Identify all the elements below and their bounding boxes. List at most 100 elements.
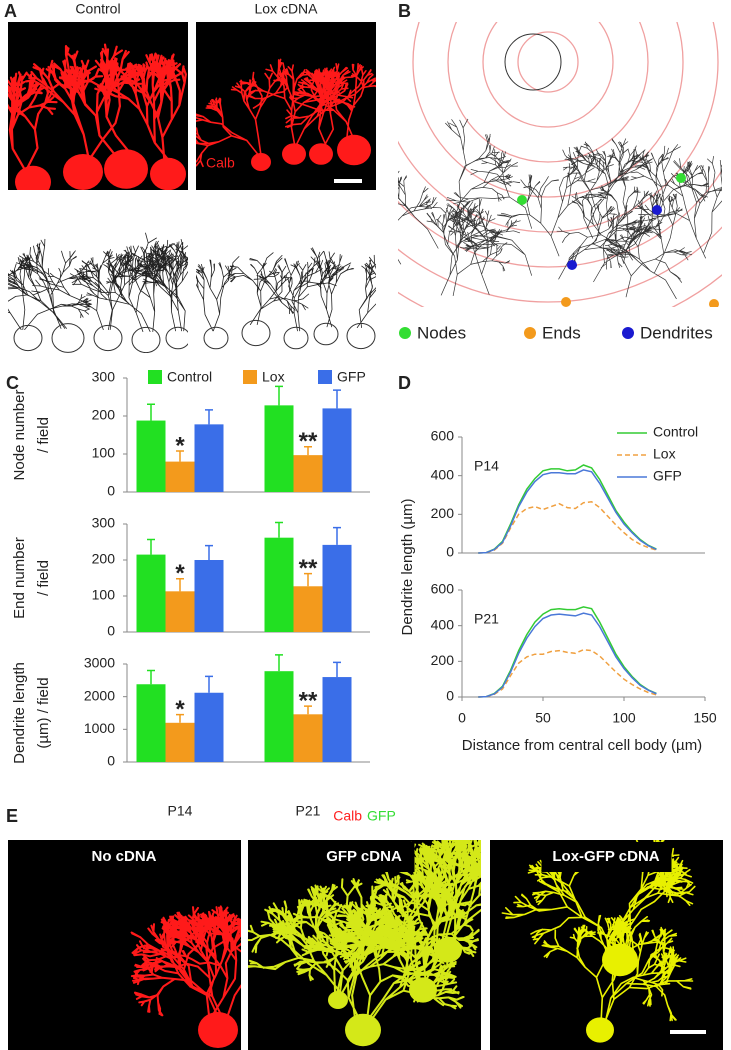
y-axis-label: Dendrite length	[11, 662, 28, 764]
error-bar	[205, 544, 213, 560]
significance: *	[175, 432, 185, 459]
bar	[194, 692, 224, 762]
marker-dot	[652, 205, 662, 215]
bar	[165, 461, 195, 492]
bar	[194, 560, 224, 632]
panel-label: D	[398, 373, 411, 393]
y-tick-label: 2000	[84, 687, 115, 703]
stain-label: GFP	[367, 808, 396, 824]
legend-label: Control	[167, 369, 212, 385]
panel-label: E	[6, 806, 18, 826]
error-bar	[205, 409, 213, 425]
bar	[165, 591, 195, 632]
soma-outline	[504, 33, 562, 91]
y-axis-label: / field	[35, 560, 52, 596]
control-tracing	[8, 198, 188, 353]
y-tick-label: 300	[92, 369, 116, 385]
x-tick-label: 150	[693, 710, 717, 726]
error-bar	[176, 577, 184, 592]
y-tick-label: 1000	[84, 720, 115, 736]
legend-label: Control	[653, 424, 698, 440]
bar	[293, 714, 323, 762]
y-axis-label: Dendrite length (µm)	[399, 498, 416, 635]
bar	[264, 671, 294, 762]
soma	[15, 165, 51, 190]
image-label-box	[314, 842, 415, 872]
x-tick-label: P21	[296, 803, 321, 819]
column-title: Control	[75, 1, 120, 17]
error-bar	[333, 389, 341, 409]
soma	[63, 154, 103, 190]
stain-label: Calb	[333, 808, 362, 824]
x-axis-label: Distance from central cell body (µm)	[462, 737, 702, 754]
error-bar	[304, 572, 312, 587]
soma	[337, 134, 371, 166]
soma	[93, 324, 123, 352]
y-tick-label: 0	[107, 623, 115, 639]
soma	[345, 1013, 381, 1047]
lox-micrograph: Calb	[196, 22, 376, 190]
y-tick-label: 0	[107, 753, 115, 769]
lox-tracing	[196, 198, 376, 353]
soma	[282, 143, 306, 165]
soma	[251, 153, 271, 171]
error-bar	[304, 705, 312, 715]
series-line	[478, 469, 657, 554]
error-bar	[176, 713, 184, 723]
y-tick-label: 200	[92, 551, 116, 567]
bar	[322, 544, 352, 632]
image-background	[398, 22, 722, 307]
bar	[165, 722, 195, 762]
soma	[131, 326, 161, 353]
soma	[328, 991, 348, 1009]
legend-label: Dendrites	[640, 323, 713, 342]
y-tick-label: 100	[92, 587, 116, 603]
soma	[586, 1017, 614, 1043]
soma	[104, 149, 148, 189]
y-tick-label: 3000	[84, 655, 115, 671]
soma	[283, 326, 309, 350]
legend-dot	[399, 327, 411, 339]
y-tick-label: 400	[431, 466, 455, 482]
scale-bar	[670, 1030, 706, 1034]
y-tick-label: 100	[92, 445, 116, 461]
bar	[293, 455, 323, 492]
dendrites	[8, 43, 187, 173]
legend-label: Ends	[542, 323, 581, 342]
significance: *	[175, 696, 185, 723]
bar	[264, 405, 294, 492]
column-title: Lox cDNA	[254, 1, 318, 17]
bar	[322, 408, 352, 492]
sholl-ring	[412, 22, 684, 198]
tracing-analysis	[398, 22, 722, 307]
soma	[313, 322, 339, 346]
legend-dot	[622, 327, 634, 339]
dendrites	[130, 905, 241, 1019]
soma	[241, 319, 271, 347]
soma	[602, 943, 638, 977]
bar	[264, 537, 294, 632]
soma	[434, 937, 462, 963]
y-tick-label: 400	[431, 616, 455, 632]
significance: **	[299, 428, 318, 455]
error-bar	[304, 446, 312, 456]
bar	[136, 554, 166, 632]
x-tick-label: 50	[535, 710, 551, 726]
legend-dot	[524, 327, 536, 339]
scale-bar	[334, 179, 362, 183]
legend-label: GFP	[653, 468, 682, 484]
dendrites	[196, 247, 376, 332]
marker-dot	[561, 297, 571, 307]
soma	[150, 157, 186, 190]
bar	[136, 684, 166, 762]
y-tick-label: 300	[92, 515, 116, 531]
subplot-title: P14	[474, 458, 499, 474]
soma	[346, 322, 376, 350]
panel-label: B	[398, 1, 411, 21]
x-tick-label: P14	[168, 803, 193, 819]
y-tick-label: 200	[431, 652, 455, 668]
significance: **	[299, 555, 318, 582]
soma	[165, 326, 188, 350]
soma	[309, 143, 333, 165]
